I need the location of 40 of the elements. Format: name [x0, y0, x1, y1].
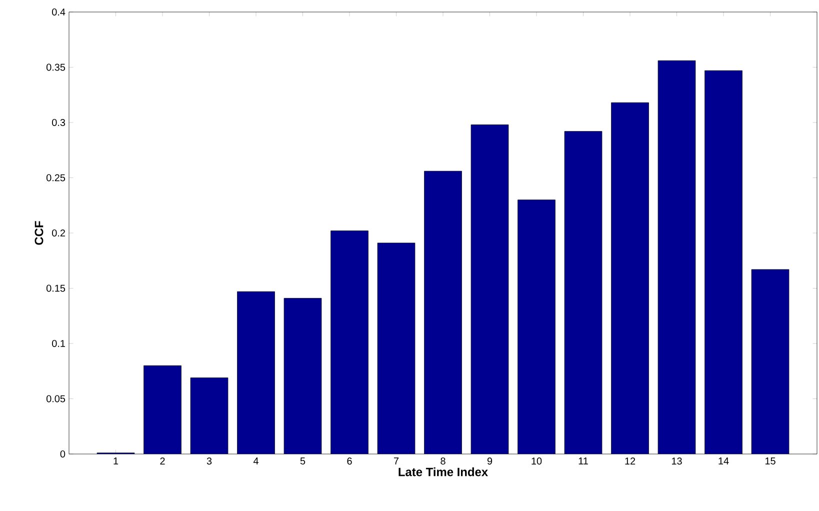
x-tick-label: 5: [300, 458, 306, 464]
x-tick-label: 14: [718, 458, 729, 464]
x-tick-label: 7: [394, 458, 399, 464]
x-tick-label: 3: [206, 458, 212, 465]
x-tick-label: 13: [672, 458, 682, 465]
bar: [237, 292, 275, 454]
bar: [658, 60, 696, 454]
y-tick-label: 0: [60, 450, 66, 458]
x-axis-title: Late Time Index: [398, 467, 488, 476]
bar: [378, 242, 415, 454]
x-tick-label: 9: [487, 458, 492, 465]
x-tick-label: 1: [114, 458, 118, 464]
bar: [190, 378, 228, 454]
bar: [471, 124, 508, 454]
bar: [424, 171, 462, 454]
bar: [751, 269, 790, 454]
x-tick-label: 15: [765, 458, 776, 464]
x-tick-label: 10: [532, 458, 542, 465]
y-tick-label: 0.05: [46, 395, 66, 402]
x-tick-label: 12: [625, 458, 636, 464]
bar: [330, 230, 368, 454]
bar: [704, 70, 742, 454]
y-tick-label: 0.35: [46, 64, 66, 71]
bar: [144, 366, 182, 454]
y-tick-label: 0.3: [52, 118, 66, 126]
bar: [564, 131, 602, 454]
x-tick-label: 2: [160, 458, 165, 464]
y-axis-title: CCF: [34, 221, 44, 245]
x-tick-label: 8: [440, 458, 446, 465]
bar: [611, 102, 649, 454]
y-tick-label: 0.15: [46, 284, 66, 292]
y-tick-label: 0.1: [52, 340, 65, 348]
bar: [284, 298, 322, 454]
y-tick-label: 0.4: [52, 8, 66, 16]
y-tick-label: 0.25: [46, 174, 66, 182]
x-tick-label: 6: [347, 458, 352, 465]
y-tick-label: 0.2: [52, 229, 65, 237]
bar: [518, 200, 556, 454]
x-tick-label: 4: [253, 458, 258, 464]
x-tick-label: 11: [578, 458, 588, 464]
